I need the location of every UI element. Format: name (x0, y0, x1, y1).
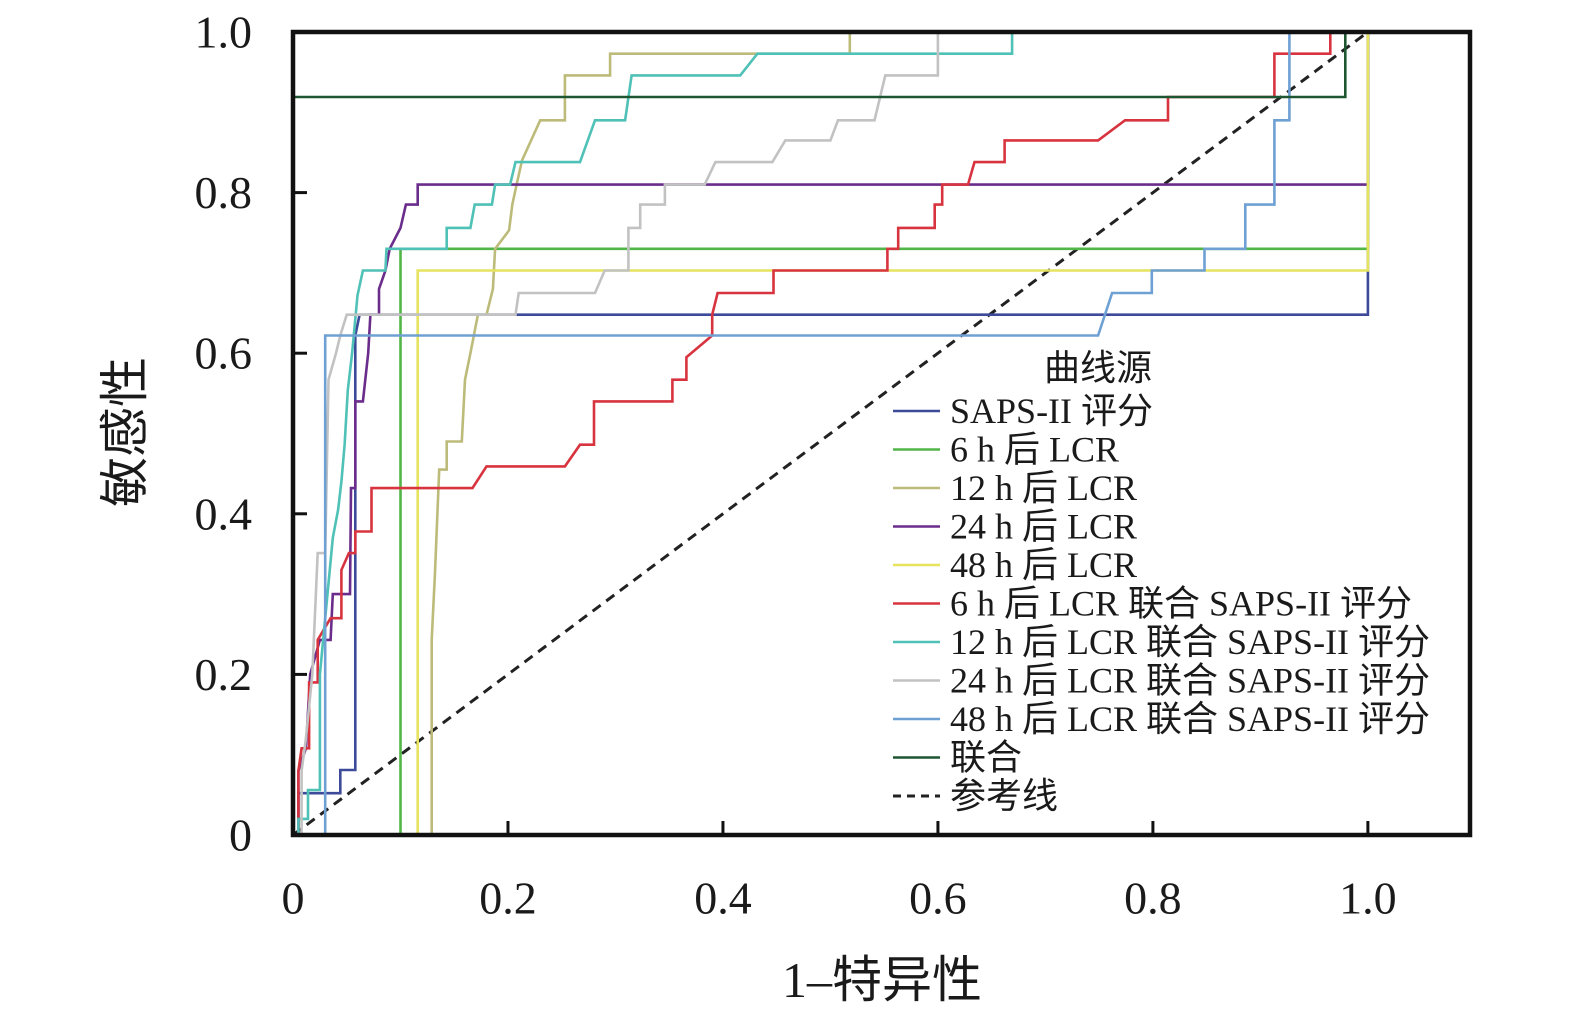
x-tick-label: 1.0 (1339, 873, 1397, 924)
roc-curve-11 (292, 30, 1369, 837)
legend-entry-7: 12 h 后 LCR 联合 SAPS-II 评分 (893, 622, 1430, 662)
x-tick-label: 0.4 (694, 873, 752, 924)
x-tick-label: 0 (282, 873, 305, 924)
legend-label: 6 h 后 LCR (950, 430, 1119, 470)
x-axis: 0 0.2 0.4 0.6 0.8 1.0 (282, 821, 1397, 924)
legend-entry-11: 参考线 (893, 776, 1058, 816)
legend-label: 48 h 后 LCR (950, 545, 1137, 585)
legend-title: 曲线源 (1044, 348, 1152, 388)
legend-label: 6 h 后 LCR 联合 SAPS-II 评分 (950, 584, 1412, 624)
plot-frame (290, 29, 1473, 838)
y-axis-label: 敏感性 (97, 357, 153, 507)
roc-curve-9 (293, 30, 1368, 837)
y-tick-label: 0 (229, 810, 252, 861)
x-tick-label: 0.2 (479, 873, 537, 924)
legend-entry-4: 24 h 后 LCR (893, 507, 1137, 547)
y-tick-label: 0.4 (195, 488, 253, 539)
roc-curve-7 (293, 30, 1368, 837)
roc-curve-8 (293, 30, 1368, 837)
x-axis-label: 1–特异性 (782, 952, 982, 1008)
y-tick-label: 0.6 (195, 328, 253, 379)
legend-entry-2: 6 h 后 LCR (893, 430, 1119, 470)
roc-curve-3 (293, 30, 1368, 837)
legend-entry-1: SAPS-II 评分 (893, 391, 1153, 431)
legend-label: 12 h 后 LCR 联合 SAPS-II 评分 (950, 622, 1430, 662)
legend-entry-8: 24 h 后 LCR 联合 SAPS-II 评分 (893, 661, 1430, 701)
legend-entry-6: 6 h 后 LCR 联合 SAPS-II 评分 (893, 584, 1412, 624)
legend-label: 12 h 后 LCR (950, 468, 1137, 508)
roc-curve-6 (293, 30, 1368, 837)
x-tick-label: 0.8 (1124, 873, 1182, 924)
legend-entry-3: 12 h 后 LCR (893, 468, 1137, 508)
roc-curve-4 (293, 32, 1370, 837)
legend-entry-9: 48 h 后 LCR 联合 SAPS-II 评分 (893, 699, 1430, 739)
x-tick-label: 0.6 (909, 873, 967, 924)
legend-label: SAPS-II 评分 (950, 391, 1153, 431)
y-tick-label: 0.2 (195, 649, 253, 700)
legend-label: 24 h 后 LCR (950, 507, 1137, 547)
legend-entry-5: 48 h 后 LCR (893, 545, 1137, 585)
y-axis: 0 0.2 0.4 0.6 0.8 1.0 (195, 7, 307, 861)
legend-label: 联合 (950, 738, 1022, 778)
y-tick-label: 0.8 (195, 167, 253, 218)
legend-entry-10: 联合 (893, 738, 1022, 778)
legend-label: 24 h 后 LCR 联合 SAPS-II 评分 (950, 661, 1430, 701)
legend-label: 参考线 (950, 776, 1058, 816)
legend-label: 48 h 后 LCR 联合 SAPS-II 评分 (950, 699, 1430, 739)
y-tick-label: 1.0 (195, 7, 253, 58)
